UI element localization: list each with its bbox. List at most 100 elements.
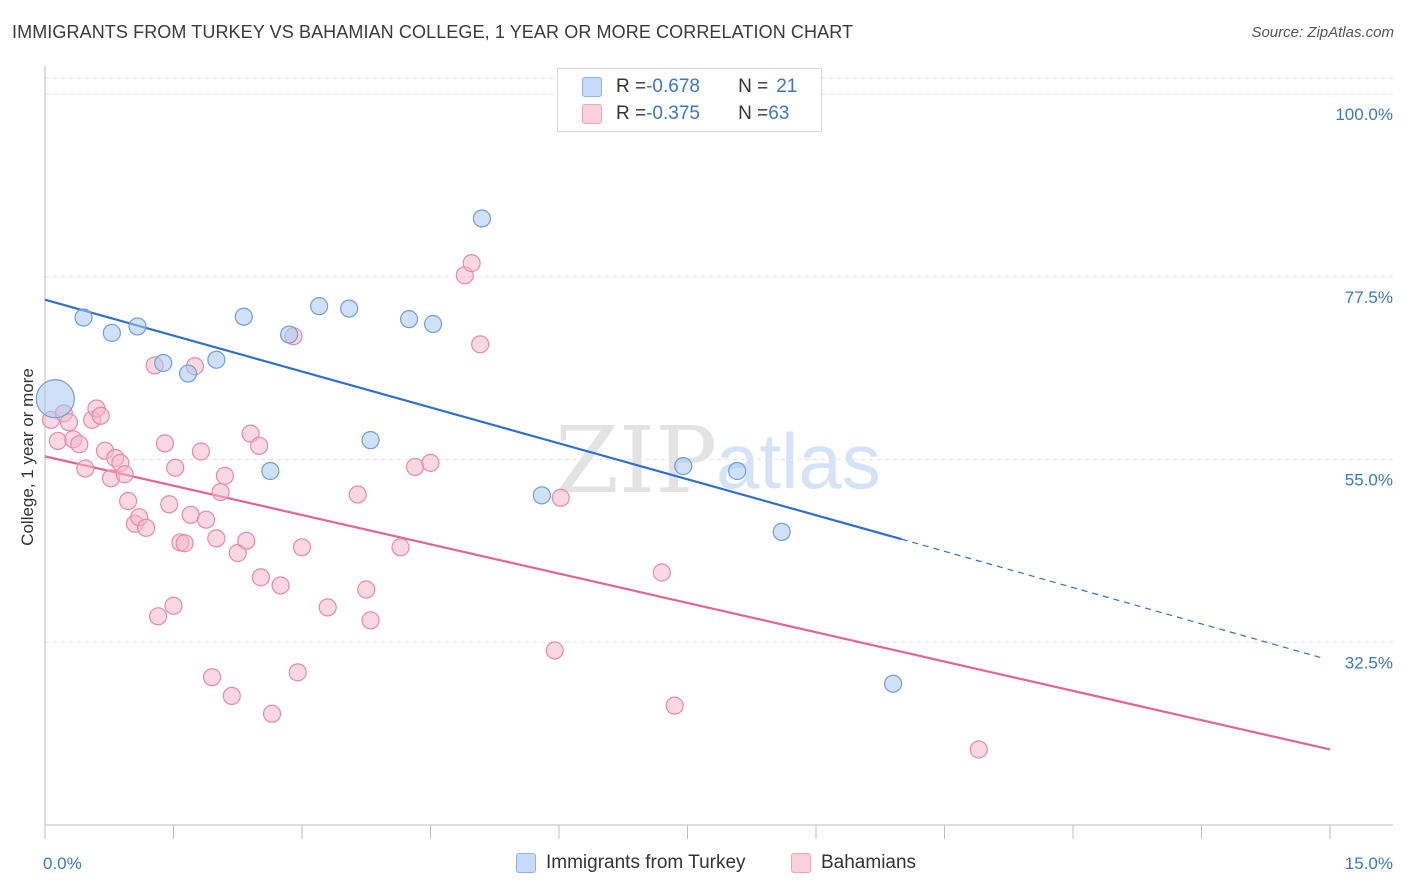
point-turkey [532, 486, 551, 505]
point-turkey [261, 461, 280, 481]
point-bahamians [292, 538, 312, 557]
point-turkey [280, 325, 299, 344]
legend-row-turkey: R = -0.678 N = 21 [582, 75, 797, 99]
point-bahamians [665, 696, 684, 715]
axes [44, 66, 1393, 839]
legend-r-label: R = [616, 76, 647, 97]
legend-swatch-turkey [582, 77, 602, 97]
point-turkey [883, 674, 903, 693]
legend-n-value: 21 [776, 76, 798, 97]
point-bahamians [48, 431, 67, 451]
legend-item-bahamians[interactable]: Bahamians [791, 852, 916, 874]
point-turkey [423, 314, 443, 334]
point-bahamians [251, 568, 270, 587]
trend-line-0 [44, 298, 902, 541]
source-label: Source: ZipAtlas.com [1251, 24, 1394, 41]
point-bahamians [250, 436, 269, 455]
point-bahamians [175, 534, 194, 553]
point-bahamians [136, 518, 156, 537]
tick-labels: 32.5% 55.0% 77.5% 100.0% 0.0% 15.0% [43, 105, 1393, 873]
watermark: ZIP atlas [555, 407, 881, 514]
point-bahamians [166, 458, 185, 477]
legend-row-bahamians: R = -0.375 N = 63 [582, 102, 789, 126]
point-turkey [102, 323, 121, 343]
point-bahamians [361, 611, 380, 630]
point-bahamians [318, 598, 337, 617]
watermark-atlas: atlas [716, 417, 881, 505]
point-bahamians [652, 563, 671, 582]
x-tick-label: 0.0% [43, 854, 82, 873]
point-bahamians [76, 459, 95, 478]
point-bahamians [545, 641, 564, 660]
point-turkey [128, 317, 147, 336]
point-bahamians [91, 406, 110, 425]
chart-title: IMMIGRANTS FROM TURKEY VS BAHAMIAN COLLE… [12, 22, 854, 42]
point-bahamians [115, 465, 134, 484]
point-bahamians [237, 531, 256, 550]
point-turkey [154, 353, 173, 373]
point-turkey [74, 308, 93, 327]
point-bahamians [207, 529, 226, 548]
point-bahamians [462, 254, 481, 273]
point-bahamians [222, 686, 241, 705]
point-bahamians [969, 740, 988, 759]
y-tick-label: 100.0% [1335, 105, 1393, 124]
legend-label-bahamians: Bahamians [821, 852, 917, 873]
watermark-zip: ZIP [555, 407, 717, 514]
correlation-legend: R = -0.678 N = 21 R = -0.375 N = 63 [557, 68, 822, 132]
point-bahamians [421, 453, 440, 472]
point-turkey [234, 307, 253, 326]
point-bahamians [262, 704, 282, 723]
legend-r-value: -0.678 [646, 76, 700, 97]
point-bahamians [211, 482, 230, 502]
y-tick-label: 55.0% [1345, 471, 1393, 490]
point-bahamians [348, 485, 367, 504]
point-turkey [310, 297, 329, 316]
point-turkey [35, 379, 75, 419]
x-tick-label: 15.0% [1345, 854, 1393, 873]
trend-line-extension-0 [901, 538, 1322, 659]
point-bahamians [196, 510, 216, 529]
y-tick-label: 32.5% [1345, 653, 1393, 672]
legend-label-turkey: Immigrants from Turkey [546, 852, 746, 873]
point-turkey [361, 431, 380, 450]
legend-swatch-bahamians [791, 853, 811, 873]
legend-n-label: N = [738, 103, 769, 124]
point-turkey [674, 457, 693, 476]
legend-r-value: -0.375 [646, 103, 700, 124]
point-bahamians [155, 434, 175, 453]
point-bahamians [164, 596, 183, 615]
point-turkey [728, 461, 747, 481]
point-bahamians [357, 580, 376, 599]
point-bahamians [70, 435, 89, 454]
point-bahamians [148, 607, 168, 626]
legend-swatch-bahamians [582, 104, 602, 124]
legend-r-label: R = [616, 103, 647, 124]
y-axis-title: College, 1 year or more [18, 368, 37, 546]
legend-swatch-turkey [516, 853, 536, 873]
point-turkey [207, 350, 226, 369]
data-points [35, 209, 988, 759]
point-turkey [472, 209, 491, 228]
legend-n-value: 63 [768, 103, 790, 124]
point-turkey [178, 364, 198, 383]
point-bahamians [202, 668, 222, 687]
point-bahamians [160, 495, 179, 514]
point-bahamians [59, 413, 79, 432]
point-bahamians [181, 505, 200, 524]
y-tick-label: 77.5% [1345, 288, 1393, 307]
point-bahamians [288, 663, 307, 682]
point-bahamians [118, 491, 138, 511]
point-turkey [340, 299, 359, 318]
point-bahamians [191, 442, 211, 461]
point-bahamians [551, 488, 570, 507]
legend-item-turkey[interactable]: Immigrants from Turkey [516, 852, 746, 874]
point-bahamians [471, 335, 490, 354]
point-bahamians [391, 538, 410, 557]
grid-lines [45, 77, 1395, 643]
point-bahamians [405, 457, 425, 477]
trend-line-1 [44, 455, 1331, 751]
point-turkey [399, 310, 419, 329]
point-bahamians [215, 466, 234, 485]
